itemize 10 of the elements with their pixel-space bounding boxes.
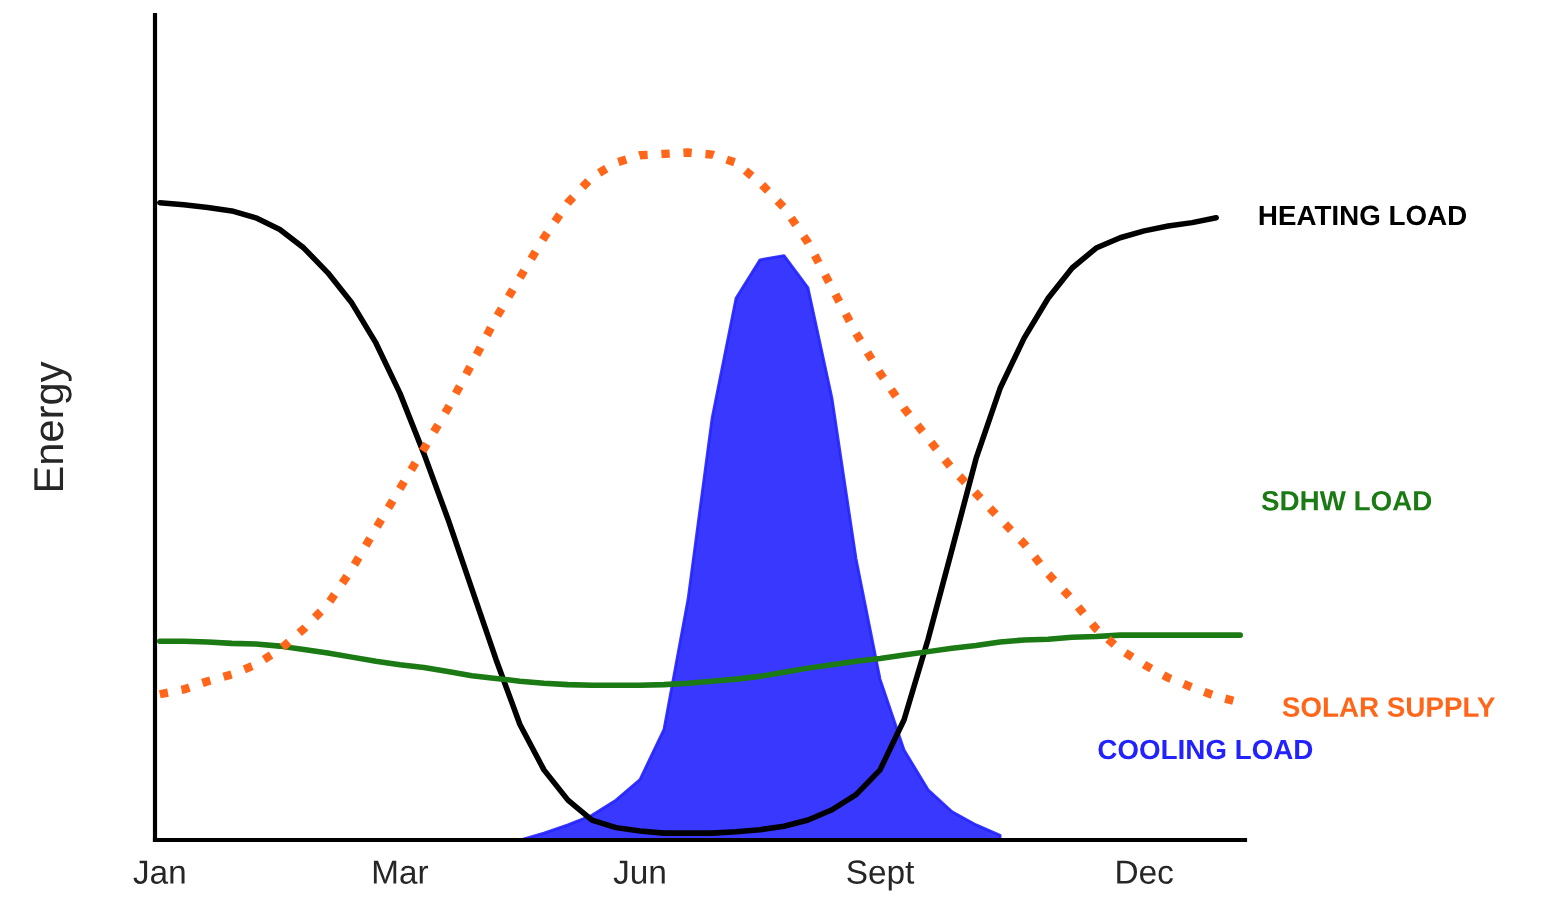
- x-tick-label: Dec: [1117, 860, 1173, 884]
- x-tick-label: Sept: [847, 860, 915, 891]
- series-label: SOLAR SUPPLY: [1282, 697, 1495, 717]
- x-tick-label: Mar: [373, 860, 429, 884]
- text: COOLING LOAD: [1098, 739, 1313, 760]
- x-tick-label: Jan: [133, 860, 185, 884]
- x-tick-label: Jun: [613, 860, 665, 884]
- text: SDHW LOAD: [1261, 490, 1432, 511]
- series-label: HEATING LOAD: [1259, 205, 1467, 226]
- y-axis-title: Energy: [34, 361, 72, 491]
